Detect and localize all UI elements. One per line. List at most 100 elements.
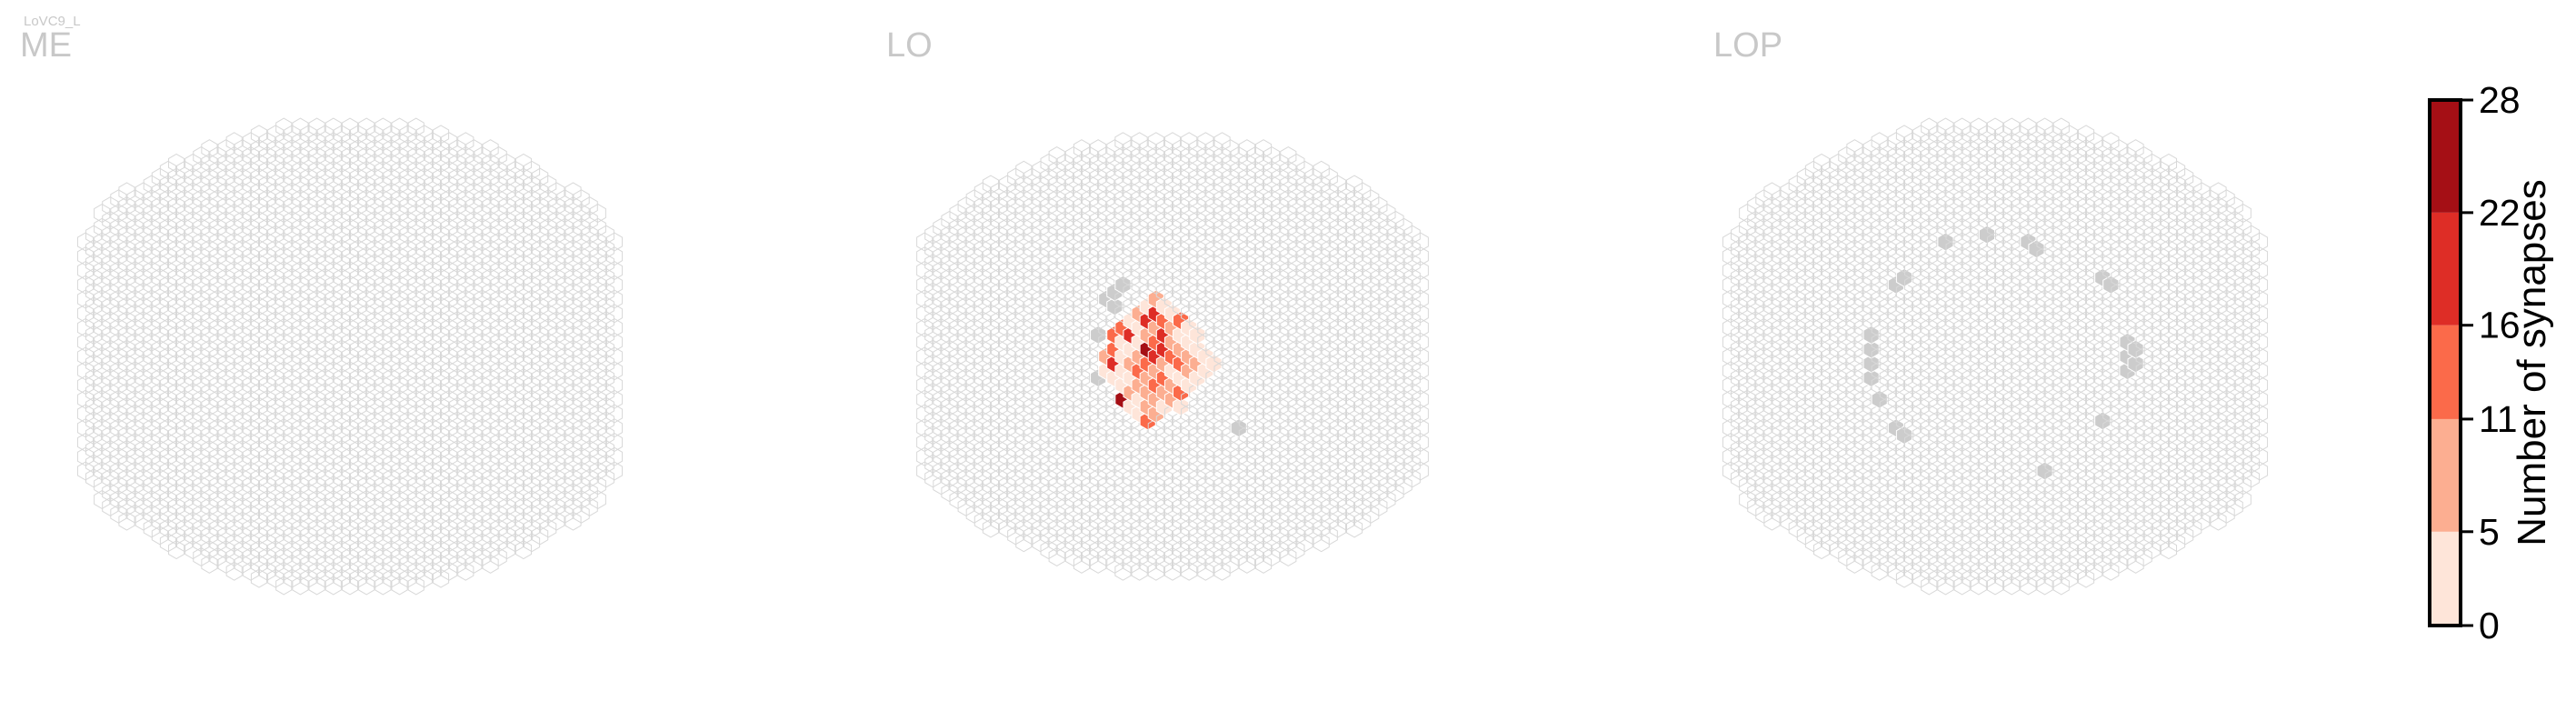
hex-column-empty xyxy=(209,289,226,309)
hex-column-empty xyxy=(1023,354,1041,374)
hex-column-empty xyxy=(548,483,565,503)
hex-column-empty xyxy=(1048,518,1065,538)
hex-column-empty xyxy=(424,246,442,266)
hex-column-empty xyxy=(201,411,218,431)
hex-column-empty xyxy=(159,175,177,195)
hex-column-empty xyxy=(284,225,301,245)
hex-column-empty xyxy=(258,476,276,496)
hex-column-empty xyxy=(498,411,515,431)
hex-column-empty xyxy=(514,468,533,488)
hex-column-empty xyxy=(258,175,276,195)
hex-column-empty xyxy=(1106,153,1123,173)
hex-column-empty xyxy=(514,483,533,503)
hex-column-empty xyxy=(424,160,442,180)
hex-column-empty xyxy=(209,418,226,438)
hex-column-empty xyxy=(316,125,334,145)
hex-column-empty xyxy=(316,182,334,202)
hex-column-empty xyxy=(250,182,268,202)
hex-column-empty xyxy=(159,160,177,180)
hex-column-empty xyxy=(167,167,185,187)
hex-column-empty xyxy=(316,496,334,516)
hex-column-empty xyxy=(383,454,400,474)
hex-column-empty xyxy=(999,418,1016,438)
hex-column-empty xyxy=(424,433,442,452)
hex-column-empty xyxy=(465,468,483,488)
hex-column-empty xyxy=(143,404,160,424)
hex-column-empty xyxy=(449,526,466,546)
hex-column-empty xyxy=(1032,304,1049,324)
hex-column-empty xyxy=(151,296,168,316)
hex-column-empty xyxy=(242,304,259,324)
hex-column-empty xyxy=(482,411,499,431)
hex-column-empty xyxy=(573,346,590,366)
hex-column-empty xyxy=(973,311,991,331)
hex-column-empty xyxy=(498,267,515,287)
hex-column-empty xyxy=(391,217,408,237)
hex-column-empty xyxy=(1081,446,1099,466)
hex-column-empty xyxy=(1015,418,1033,438)
hex-column-empty xyxy=(548,426,565,446)
hex-column-empty xyxy=(118,182,135,202)
hex-column-empty xyxy=(185,282,202,302)
hex-column-empty xyxy=(275,189,293,209)
hex-column-empty xyxy=(523,217,541,237)
hex-column-empty xyxy=(1032,275,1049,295)
hex-column-empty xyxy=(540,232,557,252)
hex-column-empty xyxy=(151,496,168,516)
hex-column-empty xyxy=(1023,167,1041,187)
hex-column-empty xyxy=(217,325,235,345)
hex-column-empty xyxy=(151,196,168,216)
hex-column-empty xyxy=(949,389,966,409)
hex-column-empty xyxy=(924,225,942,245)
hex-column-empty xyxy=(1032,389,1049,409)
hex-column-empty xyxy=(308,246,325,266)
hex-column-empty xyxy=(242,518,259,538)
hex-column-empty xyxy=(399,382,416,402)
hex-column-empty xyxy=(982,518,1000,538)
hex-column-empty xyxy=(76,232,95,252)
hex-column-empty xyxy=(242,476,259,496)
hex-column-empty xyxy=(258,304,276,324)
hex-column-empty xyxy=(1007,239,1024,259)
hex-column-empty xyxy=(176,533,194,553)
hex-column-empty xyxy=(1023,182,1041,202)
hex-column-empty xyxy=(94,204,111,223)
hex-column-empty xyxy=(982,261,1000,280)
hex-column-empty xyxy=(449,267,466,287)
hex-column-empty xyxy=(589,275,606,295)
hex-column-empty xyxy=(924,325,942,345)
hex-column-empty xyxy=(498,325,515,345)
hex-column-empty xyxy=(358,418,375,438)
hex-column-empty xyxy=(514,511,533,531)
hex-column-empty xyxy=(292,232,309,252)
hex-column-empty xyxy=(234,483,251,503)
hex-column-empty xyxy=(441,175,458,195)
hex-column-empty xyxy=(110,304,127,324)
hex-column-empty xyxy=(1032,461,1049,481)
hex-column-empty xyxy=(193,418,210,438)
hex-column-empty xyxy=(308,117,325,137)
hex-column-empty xyxy=(532,439,549,459)
hex-column-empty xyxy=(284,296,301,316)
hex-column-empty xyxy=(432,196,450,216)
hex-column-empty xyxy=(490,275,507,295)
hex-column-empty xyxy=(573,261,590,280)
hex-column-empty xyxy=(523,389,541,409)
hex-column-empty xyxy=(118,396,135,416)
hex-column-empty xyxy=(514,282,533,302)
hex-column-empty xyxy=(250,396,268,416)
hex-column-empty xyxy=(415,254,433,274)
hex-column-empty xyxy=(1040,511,1057,531)
hex-column-empty xyxy=(366,239,384,259)
hex-column-empty xyxy=(1048,275,1065,295)
hex-column-empty xyxy=(1090,282,1107,302)
hex-column-empty xyxy=(358,361,375,381)
hex-column-empty xyxy=(300,254,317,274)
hex-column-empty xyxy=(532,210,549,230)
hex-column-empty xyxy=(1015,433,1033,452)
hex-column-empty xyxy=(1123,468,1140,488)
hex-column-empty xyxy=(548,311,565,331)
hex-column-empty xyxy=(383,267,400,287)
hex-column-empty xyxy=(999,389,1016,409)
hex-column-empty xyxy=(324,561,342,581)
